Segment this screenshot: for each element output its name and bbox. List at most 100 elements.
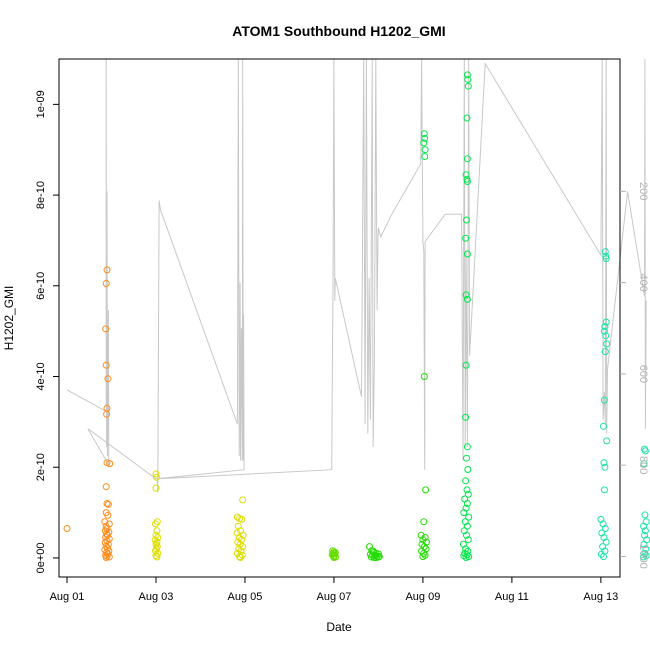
data-point	[420, 518, 428, 526]
y-axis: 0e+00 2e-10 4e-10 6e-10 8e-10 1e-09	[35, 90, 59, 573]
data-point	[153, 553, 161, 561]
data-point	[421, 153, 429, 160]
data-point	[420, 139, 428, 147]
data-point	[235, 534, 243, 541]
data-point	[374, 553, 382, 561]
data-point	[463, 295, 471, 303]
data-point	[153, 527, 161, 535]
secondary-series-line	[66, 58, 647, 493]
data-point	[600, 553, 607, 561]
data-point	[239, 531, 247, 539]
right-tick-label: 200	[637, 182, 649, 200]
data-point	[369, 547, 377, 555]
y-tick-label: 0e+00	[35, 542, 47, 573]
data-point	[464, 82, 472, 90]
x-tick-label: Aug 05	[228, 591, 263, 603]
data-point	[641, 527, 649, 535]
data-point	[463, 155, 471, 163]
data-point	[600, 327, 608, 335]
data-point	[463, 443, 471, 451]
data-point	[464, 490, 472, 498]
data-point	[463, 250, 471, 258]
data-point	[152, 484, 160, 492]
data-point	[602, 538, 610, 546]
data-point	[104, 375, 112, 383]
scatter-point-layer	[63, 71, 650, 562]
data-point	[597, 550, 605, 558]
data-point	[463, 486, 471, 494]
data-point	[462, 413, 470, 421]
data-point	[602, 318, 610, 326]
data-point	[237, 536, 245, 544]
data-point	[463, 454, 470, 462]
data-point	[235, 545, 243, 553]
data-point	[601, 323, 609, 331]
data-point	[234, 538, 242, 546]
plot-frame	[58, 58, 621, 578]
right-tick-label: 800	[637, 456, 649, 474]
right-axis: 200 400 600 800 1000	[620, 182, 649, 569]
data-point	[602, 255, 610, 263]
x-axis-label: Date	[326, 620, 352, 634]
data-point	[104, 511, 112, 519]
data-point	[103, 410, 111, 418]
data-point	[601, 463, 609, 471]
data-point	[602, 332, 610, 340]
data-point	[239, 496, 247, 504]
data-point	[422, 486, 430, 494]
x-tick-label: Aug 11	[495, 591, 529, 603]
data-point	[105, 553, 113, 561]
y-tick-label: 6e-10	[35, 272, 47, 300]
data-point	[464, 536, 472, 544]
data-point	[600, 486, 608, 494]
data-point	[600, 396, 608, 404]
data-point	[463, 71, 471, 79]
data-point	[104, 540, 112, 548]
data-point	[102, 361, 110, 369]
x-tick-label: Aug 09	[405, 591, 440, 603]
data-point	[460, 509, 468, 517]
data-point	[102, 533, 110, 541]
data-point	[237, 554, 244, 561]
data-point	[640, 540, 648, 548]
x-tick-label: Aug 13	[583, 591, 618, 603]
data-point	[239, 543, 247, 551]
data-point	[370, 554, 378, 561]
data-point	[102, 280, 110, 287]
y-tick-label: 4e-10	[35, 362, 47, 390]
x-tick-label: Aug 07	[317, 591, 352, 603]
x-tick-label: Aug 01	[50, 591, 85, 603]
data-point	[330, 554, 338, 561]
data-point	[420, 130, 428, 138]
data-point	[105, 528, 113, 536]
data-point	[420, 373, 428, 380]
data-point	[601, 248, 609, 256]
data-point	[603, 437, 611, 445]
data-point	[152, 520, 159, 528]
data-point	[421, 134, 429, 142]
data-point	[462, 477, 470, 485]
data-point	[103, 500, 111, 507]
chart-title: ATOM1 Southbound H1202_GMI	[232, 23, 445, 39]
data-point	[102, 325, 110, 333]
data-point	[102, 554, 110, 561]
data-point	[152, 473, 160, 481]
data-point	[462, 234, 470, 242]
y-axis-label: H1202_GMI	[2, 286, 16, 351]
data-point	[641, 511, 649, 519]
data-point	[154, 549, 162, 557]
data-point	[642, 518, 650, 526]
data-point	[640, 553, 648, 561]
data-point	[152, 552, 160, 560]
data-point	[153, 518, 161, 526]
data-point	[421, 534, 429, 541]
data-point	[641, 447, 649, 455]
data-point	[462, 554, 470, 561]
data-point	[461, 495, 469, 503]
data-point	[102, 483, 110, 491]
data-point	[463, 500, 471, 507]
data-point	[418, 540, 426, 548]
y-tick-label: 2e-10	[35, 453, 47, 481]
right-tick-label: 400	[637, 273, 649, 291]
data-point	[421, 146, 429, 154]
